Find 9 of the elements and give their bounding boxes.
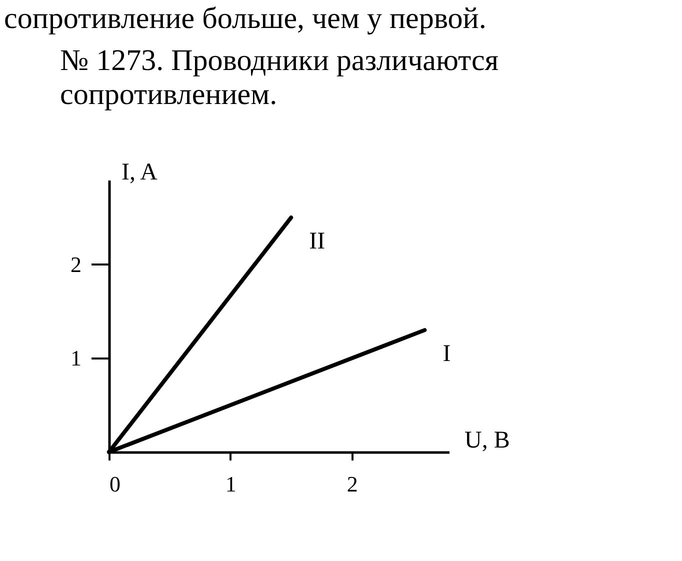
y-axis-title: I, A	[122, 160, 158, 186]
chart-title: № 1273. Проводники различаются сопротивлением.	[60, 44, 499, 111]
x-tick-label: 2	[346, 472, 358, 496]
text: сопротивление больше, чем у первой.	[3, 1, 488, 36]
x-tick-label: 0	[110, 472, 120, 496]
series-label: II	[309, 228, 326, 255]
series-label: I	[442, 341, 451, 368]
x-tick-label: 1	[225, 472, 236, 496]
x-axis-title: U, B	[464, 428, 510, 454]
